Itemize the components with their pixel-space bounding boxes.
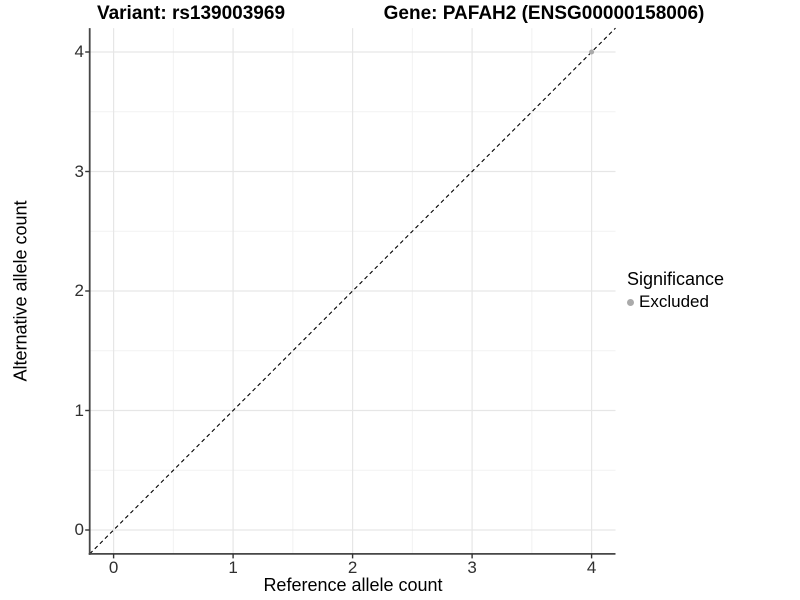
x-tick-label: 3 bbox=[467, 558, 477, 577]
x-axis-title: Reference allele count bbox=[263, 575, 443, 595]
y-tick-label: 0 bbox=[74, 520, 84, 539]
y-tick-label: 3 bbox=[74, 161, 84, 181]
y-axis-title: Alternative allele count bbox=[10, 200, 31, 382]
x-tick-label: 0 bbox=[108, 558, 119, 577]
y-tick-label: 2 bbox=[74, 281, 84, 300]
x-tick-label: 2 bbox=[347, 558, 358, 577]
y-tick-label: 1 bbox=[74, 400, 84, 420]
plot-title-gene: Gene: PAFAH2 (ENSG00000158006) bbox=[383, 3, 705, 24]
plot-title-variant: Variant: rs139003969 bbox=[96, 3, 286, 24]
data-point-excluded bbox=[589, 49, 595, 55]
identity-reference-line bbox=[89, 27, 616, 555]
y-tick-label: 4 bbox=[74, 42, 84, 61]
legend-item-excluded: Excluded bbox=[627, 292, 724, 312]
legend-item-label: Excluded bbox=[639, 292, 709, 311]
legend: Significance Excluded bbox=[627, 269, 724, 312]
x-tick-label: 4 bbox=[586, 558, 597, 577]
excluded-point-icon bbox=[627, 298, 634, 306]
legend-title: Significance bbox=[627, 269, 725, 289]
x-tick-label: 1 bbox=[228, 558, 238, 577]
